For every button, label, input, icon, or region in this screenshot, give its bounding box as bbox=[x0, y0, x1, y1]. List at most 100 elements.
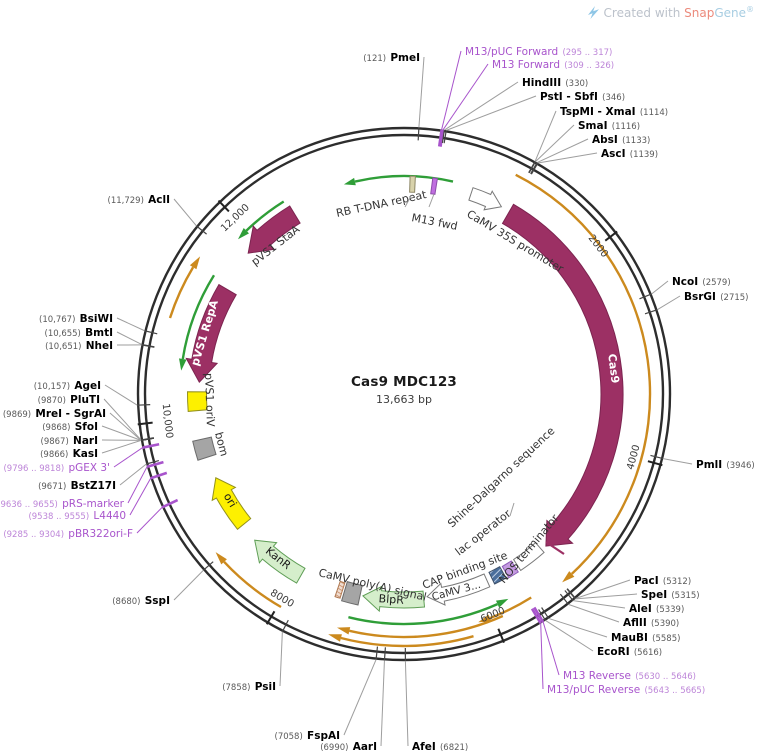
site-label: SpeI (5315) bbox=[641, 589, 700, 601]
orf-orange-bottom-1 bbox=[337, 614, 504, 639]
camv-3-arrow bbox=[426, 573, 491, 606]
camv-35s-promoter bbox=[468, 187, 503, 211]
site-leader-line bbox=[109, 412, 142, 441]
site-leader-line bbox=[575, 579, 631, 600]
site-label: (9538 .. 9555) L4440 bbox=[28, 510, 126, 522]
site-tick bbox=[140, 437, 154, 441]
site-leader-line bbox=[442, 63, 489, 131]
orf-orange-botleft-arrowhead bbox=[215, 552, 227, 565]
orf-orange-bottom-2-arrowhead bbox=[328, 634, 342, 642]
site-sspi: (8680) SspI bbox=[112, 561, 214, 607]
site-label: (10,767) BsiWI bbox=[39, 313, 113, 325]
orf-orange-upleft bbox=[168, 256, 201, 319]
pvs1-staa bbox=[247, 205, 301, 254]
orf-arrows-layer bbox=[168, 173, 652, 648]
bom bbox=[192, 436, 217, 461]
site-label: (8680) SspI bbox=[112, 595, 170, 607]
svg-text:6000: 6000 bbox=[479, 605, 507, 625]
site-leader-line bbox=[657, 295, 681, 311]
blpr bbox=[362, 585, 426, 613]
orf-orange-6000 bbox=[478, 596, 532, 623]
site-asci: AscI (1139) bbox=[530, 148, 658, 175]
site-kasi: (9866) KasI bbox=[40, 437, 154, 460]
site-leader-line bbox=[103, 398, 142, 441]
site-leader-line bbox=[380, 660, 385, 747]
site-tick bbox=[137, 404, 151, 406]
site-ecori: EcoRI (5616) bbox=[538, 609, 662, 658]
site-label: (9796 .. 9818) pGEX 3' bbox=[3, 462, 110, 474]
site-smai: SmaI (1116) bbox=[528, 120, 640, 174]
site-tick bbox=[144, 330, 158, 335]
misc-line-0 bbox=[428, 193, 435, 208]
orf-orange-upleft-arrowhead bbox=[189, 256, 201, 270]
pvs1-oriv-label: pVS1 oriV bbox=[202, 373, 217, 428]
site-leader-line bbox=[575, 593, 638, 600]
site-label: BsrGI (2715) bbox=[684, 291, 748, 303]
plasmid-title: Cas9 MDC123 13,663 bp bbox=[304, 374, 504, 406]
site-label: AfeI (6821) bbox=[412, 741, 468, 753]
site-m13-forward: M13 Forward (309 .. 326) bbox=[439, 59, 614, 147]
lac-operator bbox=[501, 560, 519, 579]
site-label: (7058) FspAI bbox=[275, 730, 341, 742]
cap-binding-site bbox=[488, 566, 507, 585]
site-leader-line bbox=[535, 124, 575, 162]
orf-orange-bottom-1-arrowhead bbox=[337, 627, 351, 635]
plasmid-backbone-outer bbox=[136, 126, 672, 662]
site-leader-line bbox=[662, 458, 693, 465]
camv-polya-tick bbox=[334, 580, 346, 599]
orf-green-upleft-2-arrowhead bbox=[238, 228, 249, 240]
misc-line-1 bbox=[404, 195, 412, 208]
site-label: SmaI (1116) bbox=[578, 120, 640, 132]
site-label: (9869) MreI - SgrAI bbox=[3, 408, 106, 420]
site-leader-line bbox=[119, 463, 147, 486]
site-label: EcoRI (5616) bbox=[597, 646, 662, 658]
position-tick-2000: 2000 bbox=[586, 230, 618, 260]
ori bbox=[211, 477, 252, 531]
site-label: M13/pUC Reverse (5643 .. 5665) bbox=[547, 684, 705, 696]
site-label: PmlI (3946) bbox=[696, 459, 755, 471]
site-leader-line bbox=[540, 623, 544, 690]
brand-snap: Snap bbox=[684, 6, 715, 20]
site-pmli: PmlI (3946) bbox=[650, 454, 755, 471]
site-leader-line bbox=[548, 617, 608, 638]
site-tick bbox=[541, 607, 550, 619]
orf-orange-botleft bbox=[215, 552, 282, 609]
site-leader-line bbox=[444, 81, 519, 131]
site-fspai: (7058) FspAI bbox=[275, 646, 379, 742]
rb-tdna-tick bbox=[409, 175, 416, 193]
site-maubi: MauBI (5585) bbox=[541, 607, 680, 644]
orf-green-upleft-1 bbox=[179, 274, 216, 371]
site-leader-line bbox=[116, 317, 145, 332]
orf-green-bottom bbox=[348, 598, 509, 626]
site-leader-line bbox=[129, 478, 152, 516]
site-tick bbox=[538, 609, 546, 621]
misc-line-3 bbox=[545, 541, 565, 555]
site-tick bbox=[559, 593, 569, 605]
site-tick bbox=[161, 498, 179, 509]
site-label: HindIII (330) bbox=[522, 77, 588, 89]
site-leader-line bbox=[651, 280, 669, 295]
site-label: (7858) PsiI bbox=[222, 681, 276, 693]
site-leader-line bbox=[101, 439, 142, 454]
site-tick bbox=[528, 161, 536, 174]
site-tick bbox=[203, 561, 214, 571]
site-tick bbox=[437, 129, 443, 147]
svg-text:2000: 2000 bbox=[586, 233, 610, 260]
site-prs-marker: (9636 .. 9655) pRS-marker bbox=[0, 460, 164, 510]
orf-orange-bottom-2 bbox=[328, 634, 474, 648]
site-leader-line bbox=[446, 95, 537, 131]
pvs1-oriv bbox=[186, 391, 208, 412]
site-acli: (11,729) AclI bbox=[108, 194, 207, 235]
cas9-label: Cas9 bbox=[605, 353, 622, 384]
site-label: PstI - SbfI (346) bbox=[540, 91, 625, 103]
site-leader-line bbox=[136, 506, 163, 534]
site-label: (9671) BstZ17I bbox=[38, 480, 116, 492]
misc-line-2 bbox=[509, 502, 515, 517]
site-tick bbox=[644, 309, 658, 315]
site-tick bbox=[196, 225, 207, 235]
site-label: (11,729) AclI bbox=[108, 194, 170, 206]
site-tick bbox=[383, 647, 386, 661]
features-layer bbox=[185, 175, 624, 613]
site-label: (9868) SfoI bbox=[42, 421, 98, 433]
